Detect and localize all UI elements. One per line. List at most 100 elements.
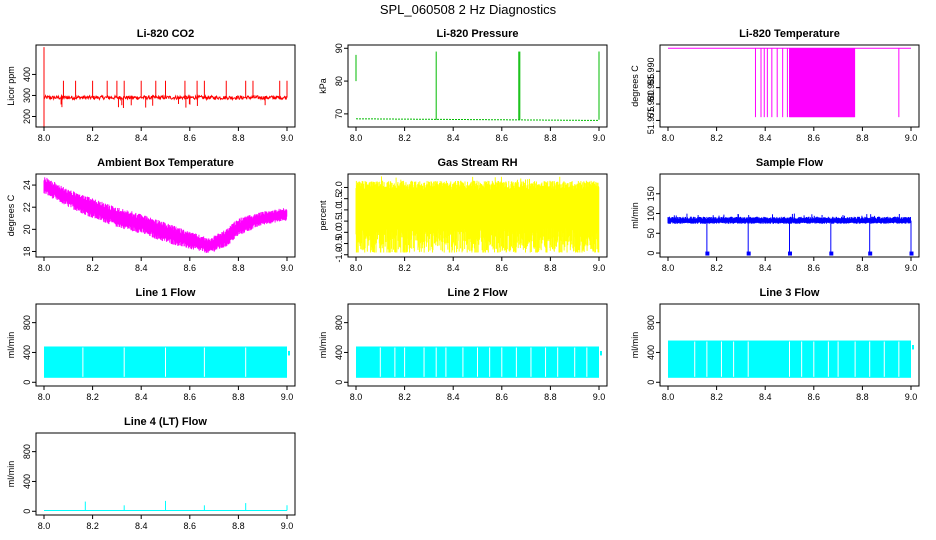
y-tick-label: 150 xyxy=(646,186,656,201)
panel-title: Line 3 Flow xyxy=(760,287,820,299)
y-tick-label: 400 xyxy=(334,345,344,360)
x-tick-label: 8.2 xyxy=(710,392,723,402)
y-tick-label: 0.0 xyxy=(334,226,344,239)
y-tick-label: 50 xyxy=(646,228,656,238)
y-tick-label: -1.0 xyxy=(334,247,344,263)
y-axis-label: ml/min xyxy=(630,202,640,229)
x-tick-label: 8.6 xyxy=(808,133,821,143)
y-tick-label: 24 xyxy=(22,180,32,190)
series-ambient xyxy=(43,177,288,253)
x-tick-label: 8.2 xyxy=(86,392,99,402)
x-tick-label: 8.6 xyxy=(184,263,197,273)
x-tick-label: 8.2 xyxy=(398,133,411,143)
panel-6: Line 1 Flow 8.0 8.2 8.4 8.6 8.8 9.0 0 400 800 ml/m… xyxy=(6,287,296,402)
y-tick-label: 51.990 xyxy=(646,57,656,85)
x-tick-label: 8.8 xyxy=(232,263,245,273)
panel-title: Li-820 CO2 xyxy=(137,28,194,40)
series-temperature xyxy=(668,47,911,118)
x-tick-label: 8.0 xyxy=(662,392,675,402)
x-tick-label: 9.0 xyxy=(281,133,294,143)
panel-2: Li-820 Temperature 8.0 8.2 8.4 8.6 8.8 9.0 51.9… xyxy=(630,28,920,143)
plot-frame xyxy=(35,303,296,387)
y-tick-label: 800 xyxy=(334,315,344,330)
x-tick-label: 9.0 xyxy=(281,392,294,402)
x-tick-label: 8.0 xyxy=(350,263,363,273)
plot-frame xyxy=(347,173,608,258)
x-tick-label: 8.4 xyxy=(135,392,148,402)
panel-9: Line 4 (LT) Flow 8.0 8.2 8.4 8.6 8.8 9.0 0 400 80… xyxy=(6,416,296,531)
x-tick-label: 8.0 xyxy=(38,133,51,143)
x-tick-label: 8.2 xyxy=(398,263,411,273)
series-pressure xyxy=(355,51,600,121)
y-axis-label: ml/min xyxy=(318,332,328,359)
panel-5: Sample Flow 8.0 8.2 8.4 8.6 8.8 9.0 0 50 100 150 ml… xyxy=(630,157,920,273)
y-tick-label: 400 xyxy=(22,67,32,82)
panel-title: Ambient Box Temperature xyxy=(97,157,234,169)
y-axis-label: kPa xyxy=(318,78,328,94)
x-tick-label: 8.2 xyxy=(710,263,723,273)
x-tick-label: 9.0 xyxy=(905,133,918,143)
x-tick-label: 8.8 xyxy=(232,392,245,402)
data-dip-marker xyxy=(705,251,710,256)
y-tick-label: 51.975 xyxy=(646,107,656,135)
x-tick-label: 8.0 xyxy=(350,392,363,402)
x-tick-label: 8.2 xyxy=(710,133,723,143)
x-tick-label: 9.0 xyxy=(281,263,294,273)
y-tick-label: 200 xyxy=(22,109,32,124)
data-tail xyxy=(912,345,914,350)
y-tick-label: 100 xyxy=(646,206,656,221)
x-tick-label: 8.2 xyxy=(86,263,99,273)
plot-frame xyxy=(35,432,296,516)
plot-frame xyxy=(347,44,608,128)
series-line-4 xyxy=(44,500,288,512)
panel-1: Li-820 Pressure 8.0 8.2 8.4 8.6 8.8 9.0 70 80 90 k… xyxy=(318,28,608,143)
y-tick-label: 400 xyxy=(22,345,32,360)
panel-4: Gas Stream RH8.0 8.2 8.4 8.6 8.8 9.0-1.0-0.50… xyxy=(318,157,608,273)
x-tick-label: 8.0 xyxy=(38,521,51,531)
x-tick-label: 9.0 xyxy=(281,521,294,531)
plot-frame xyxy=(659,173,920,258)
y-tick-label: 0 xyxy=(22,380,32,385)
x-tick-label: 8.8 xyxy=(232,521,245,531)
y-axis-label: ml/min xyxy=(6,332,16,359)
x-tick-label: 8.6 xyxy=(496,133,509,143)
y-tick-label: 0 xyxy=(646,251,656,256)
panel-title: Gas Stream RH xyxy=(437,157,517,169)
x-tick-label: 8.2 xyxy=(86,521,99,531)
panel-title: Line 4 (LT) Flow xyxy=(124,416,207,428)
x-tick-label: 8.0 xyxy=(662,133,675,143)
data-dip-marker xyxy=(746,251,751,256)
page-title: SPL_060508 2 Hz Diagnostics xyxy=(379,2,557,17)
x-tick-label: 8.6 xyxy=(184,521,197,531)
x-tick-label: 8.4 xyxy=(135,263,148,273)
y-tick-label: 20 xyxy=(22,224,32,234)
x-tick-label: 8.4 xyxy=(135,521,148,531)
x-tick-label: 8.8 xyxy=(856,133,869,143)
y-axis-label: degrees C xyxy=(6,194,16,236)
y-tick-label: 0 xyxy=(646,380,656,385)
x-tick-label: 8.0 xyxy=(350,133,363,143)
plot-frame xyxy=(35,44,296,128)
x-tick-label: 8.6 xyxy=(184,392,197,402)
x-tick-label: 8.4 xyxy=(447,133,460,143)
plot-frame xyxy=(35,173,296,258)
y-axis-label: Licor ppm xyxy=(6,66,16,106)
data-dip-marker xyxy=(868,251,873,256)
x-tick-label: 8.4 xyxy=(759,133,772,143)
y-tick-label: 800 xyxy=(646,315,656,330)
x-tick-label: 8.0 xyxy=(38,263,51,273)
x-tick-label: 8.6 xyxy=(808,263,821,273)
series-line-1 xyxy=(44,346,290,378)
y-tick-label: 0.5 xyxy=(334,215,344,228)
y-tick-label: 51.985 xyxy=(646,74,656,102)
data-tail xyxy=(288,350,290,356)
panel-title: Li-820 Pressure xyxy=(437,28,519,40)
y-tick-label: 0 xyxy=(22,509,32,514)
y-tick-label: 400 xyxy=(646,345,656,360)
x-tick-label: 9.0 xyxy=(593,392,606,402)
y-tick-label: 800 xyxy=(22,444,32,459)
panel-title: Sample Flow xyxy=(756,157,824,169)
x-tick-label: 8.4 xyxy=(447,392,460,402)
y-tick-label: -0.5 xyxy=(334,236,344,252)
x-tick-label: 8.8 xyxy=(544,133,557,143)
